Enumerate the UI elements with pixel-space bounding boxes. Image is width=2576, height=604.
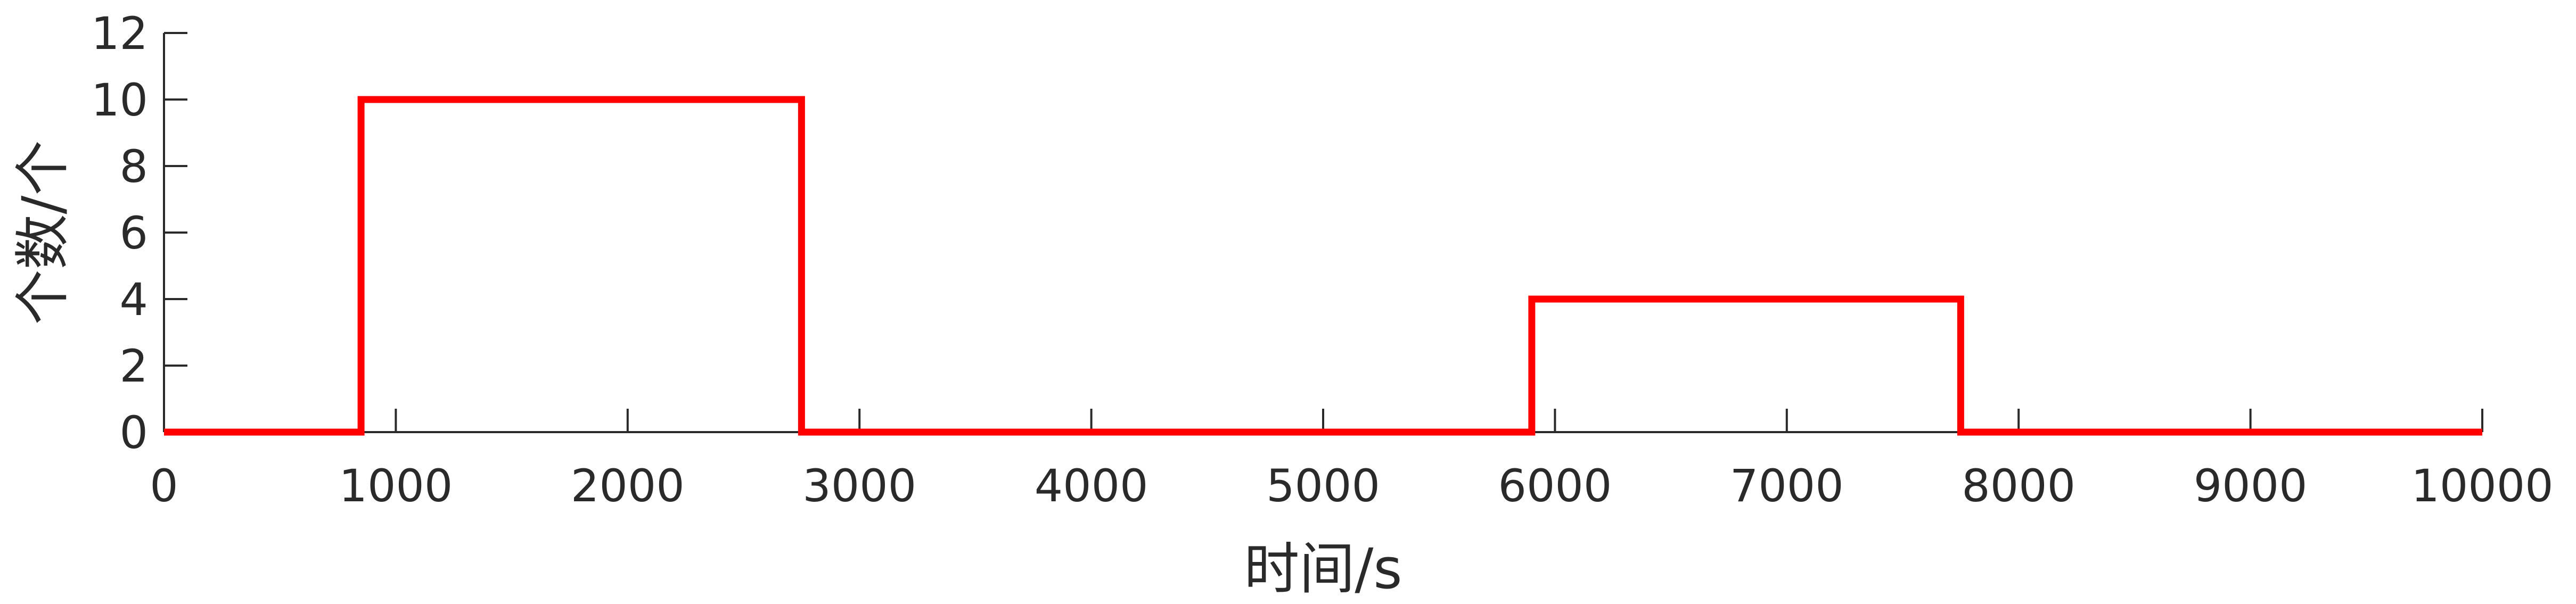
x-tick-label: 4000 [1035,460,1148,512]
y-tick-label: 10 [91,74,148,126]
y-tick-label: 6 [120,207,148,259]
x-tick-label: 9000 [2194,460,2308,512]
x-axis-label: 时间/s [1244,536,1402,601]
y-tick-label: 8 [120,140,148,193]
x-tick-label: 10000 [2411,460,2553,512]
y-axis-label: 个数/个 [10,140,75,325]
x-tick-label: 1000 [339,460,453,512]
x-tick-label: 3000 [802,460,916,512]
x-axis-ticks: 0 1000 2000 3000 4000 5000 6000 7000 8000 9000 100… [150,409,2554,512]
x-tick-label: 6000 [1498,460,1612,512]
y-tick-label: 4 [120,274,148,326]
x-tick-label: 2000 [571,460,685,512]
x-tick-label: 5000 [1266,460,1380,512]
y-tick-label: 2 [120,340,148,392]
x-tick-label: 7000 [1730,460,1844,512]
y-axis-ticks: 0 2 4 6 8 10 12 [91,7,187,459]
y-tick-label: 0 [120,407,148,459]
x-tick-label: 0 [150,460,178,512]
axes [163,33,2482,433]
y-tick-label: 12 [91,7,148,60]
series-line [164,96,2482,436]
series-layer [164,96,2482,436]
x-tick-label: 8000 [1962,460,2075,512]
